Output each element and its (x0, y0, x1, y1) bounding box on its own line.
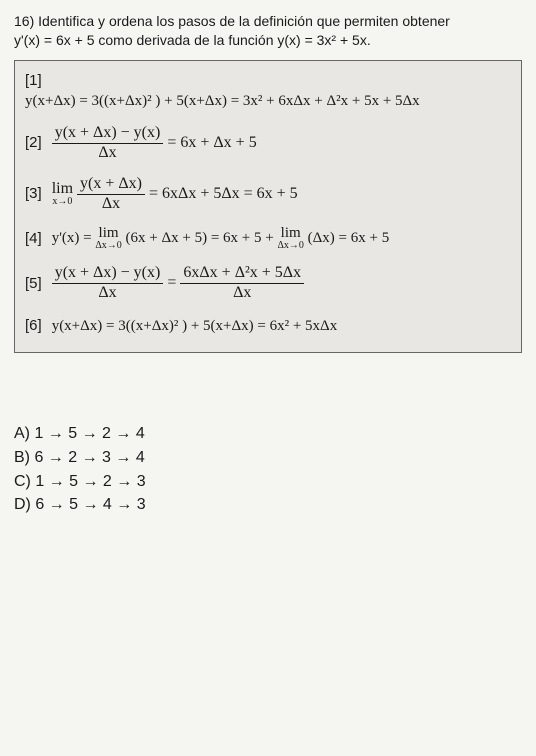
question-number: 16) (14, 13, 34, 29)
step-5-tag: [5] (25, 274, 42, 294)
step-2: [2] y(x + Δx) − y(x) Δx = 6x + Δx + 5 (25, 125, 511, 162)
step-1-tag: [1] (25, 71, 420, 91)
step-2-num: y(x + Δx) − y(x) (52, 125, 164, 142)
step-2-den: Δx (95, 145, 119, 162)
step-5-fraction-2: 6xΔx + Δ²x + 5Δx Δx (180, 265, 304, 302)
step-3-num: y(x + Δx) (77, 176, 145, 193)
option-a: A) 1 → 5 → 2 → 4 (14, 423, 522, 445)
step-5: [5] y(x + Δx) − y(x) Δx = 6xΔx + Δ²x + 5… (25, 265, 511, 302)
option-d: D) 6 → 5 → 4 → 3 (14, 494, 522, 516)
step-3-fraction: y(x + Δx) Δx (77, 176, 145, 213)
question-prompt-2: y'(x) = 6x + 5 como derivada de la funci… (14, 32, 371, 48)
step-6: [6] y(x+Δx) = 3((x+Δx)² ) + 5(x+Δx) = 6x… (25, 316, 511, 336)
step-4-lim1-arg: (6x + Δx + 5) = 6x + 5 + (126, 230, 274, 246)
step-3: [3] lim x→0 y(x + Δx) Δx = 6xΔx + 5Δx = … (25, 176, 511, 213)
step-4-lim2: lim Δx→0 (277, 226, 303, 251)
step-4-lim2-sub: Δx→0 (277, 241, 303, 251)
step-3-lim-sub: x→0 (52, 197, 72, 207)
option-c: C) 1 → 5 → 2 → 3 (14, 471, 522, 493)
step-4-lead: y'(x) = (52, 230, 92, 246)
step-5-equals: = (167, 274, 176, 291)
step-4-tag: [4] (25, 229, 42, 249)
step-3-den: Δx (99, 196, 123, 213)
step-3-tag: [3] (25, 184, 42, 204)
step-5-fraction-1: y(x + Δx) − y(x) Δx (52, 265, 164, 302)
step-2-tag: [2] (25, 133, 42, 153)
step-5-den1: Δx (95, 285, 119, 302)
step-5-num1: y(x + Δx) − y(x) (52, 265, 164, 282)
step-5-num2: 6xΔx + Δ²x + 5Δx (180, 265, 304, 282)
steps-box: [1] y(x+Δx) = 3((x+Δx)² ) + 5(x+Δx) = 3x… (14, 60, 522, 354)
step-1-expr: y(x+Δx) = 3((x+Δx)² ) + 5(x+Δx) = 3x² + … (25, 91, 420, 111)
step-3-lim: lim x→0 (52, 181, 73, 207)
step-2-fraction: y(x + Δx) − y(x) Δx (52, 125, 164, 162)
answer-options: A) 1 → 5 → 2 → 4 B) 6 → 2 → 3 → 4 C) 1 →… (14, 423, 522, 515)
question-stem: 16) Identifica y ordena los pasos de la … (14, 12, 522, 50)
step-6-expr: y(x+Δx) = 3((x+Δx)² ) + 5(x+Δx) = 6x² + … (52, 316, 338, 336)
step-4-lim1-sub: Δx→0 (95, 241, 121, 251)
question-prompt-1: Identifica y ordena los pasos de la defi… (38, 13, 450, 29)
step-6-tag: [6] (25, 316, 42, 336)
step-2-rhs: = 6x + Δx + 5 (167, 134, 256, 151)
option-b: B) 6 → 2 → 3 → 4 (14, 447, 522, 469)
step-1: [1] y(x+Δx) = 3((x+Δx)² ) + 5(x+Δx) = 3x… (25, 71, 511, 112)
step-4: [4] y'(x) = lim Δx→0 (6x + Δx + 5) = 6x … (25, 226, 511, 251)
step-4-lim1: lim Δx→0 (95, 226, 121, 251)
step-4-lim2-arg: (Δx) = 6x + 5 (308, 230, 390, 246)
step-3-rhs: = 6xΔx + 5Δx = 6x + 5 (149, 185, 298, 202)
step-5-den2: Δx (230, 285, 254, 302)
